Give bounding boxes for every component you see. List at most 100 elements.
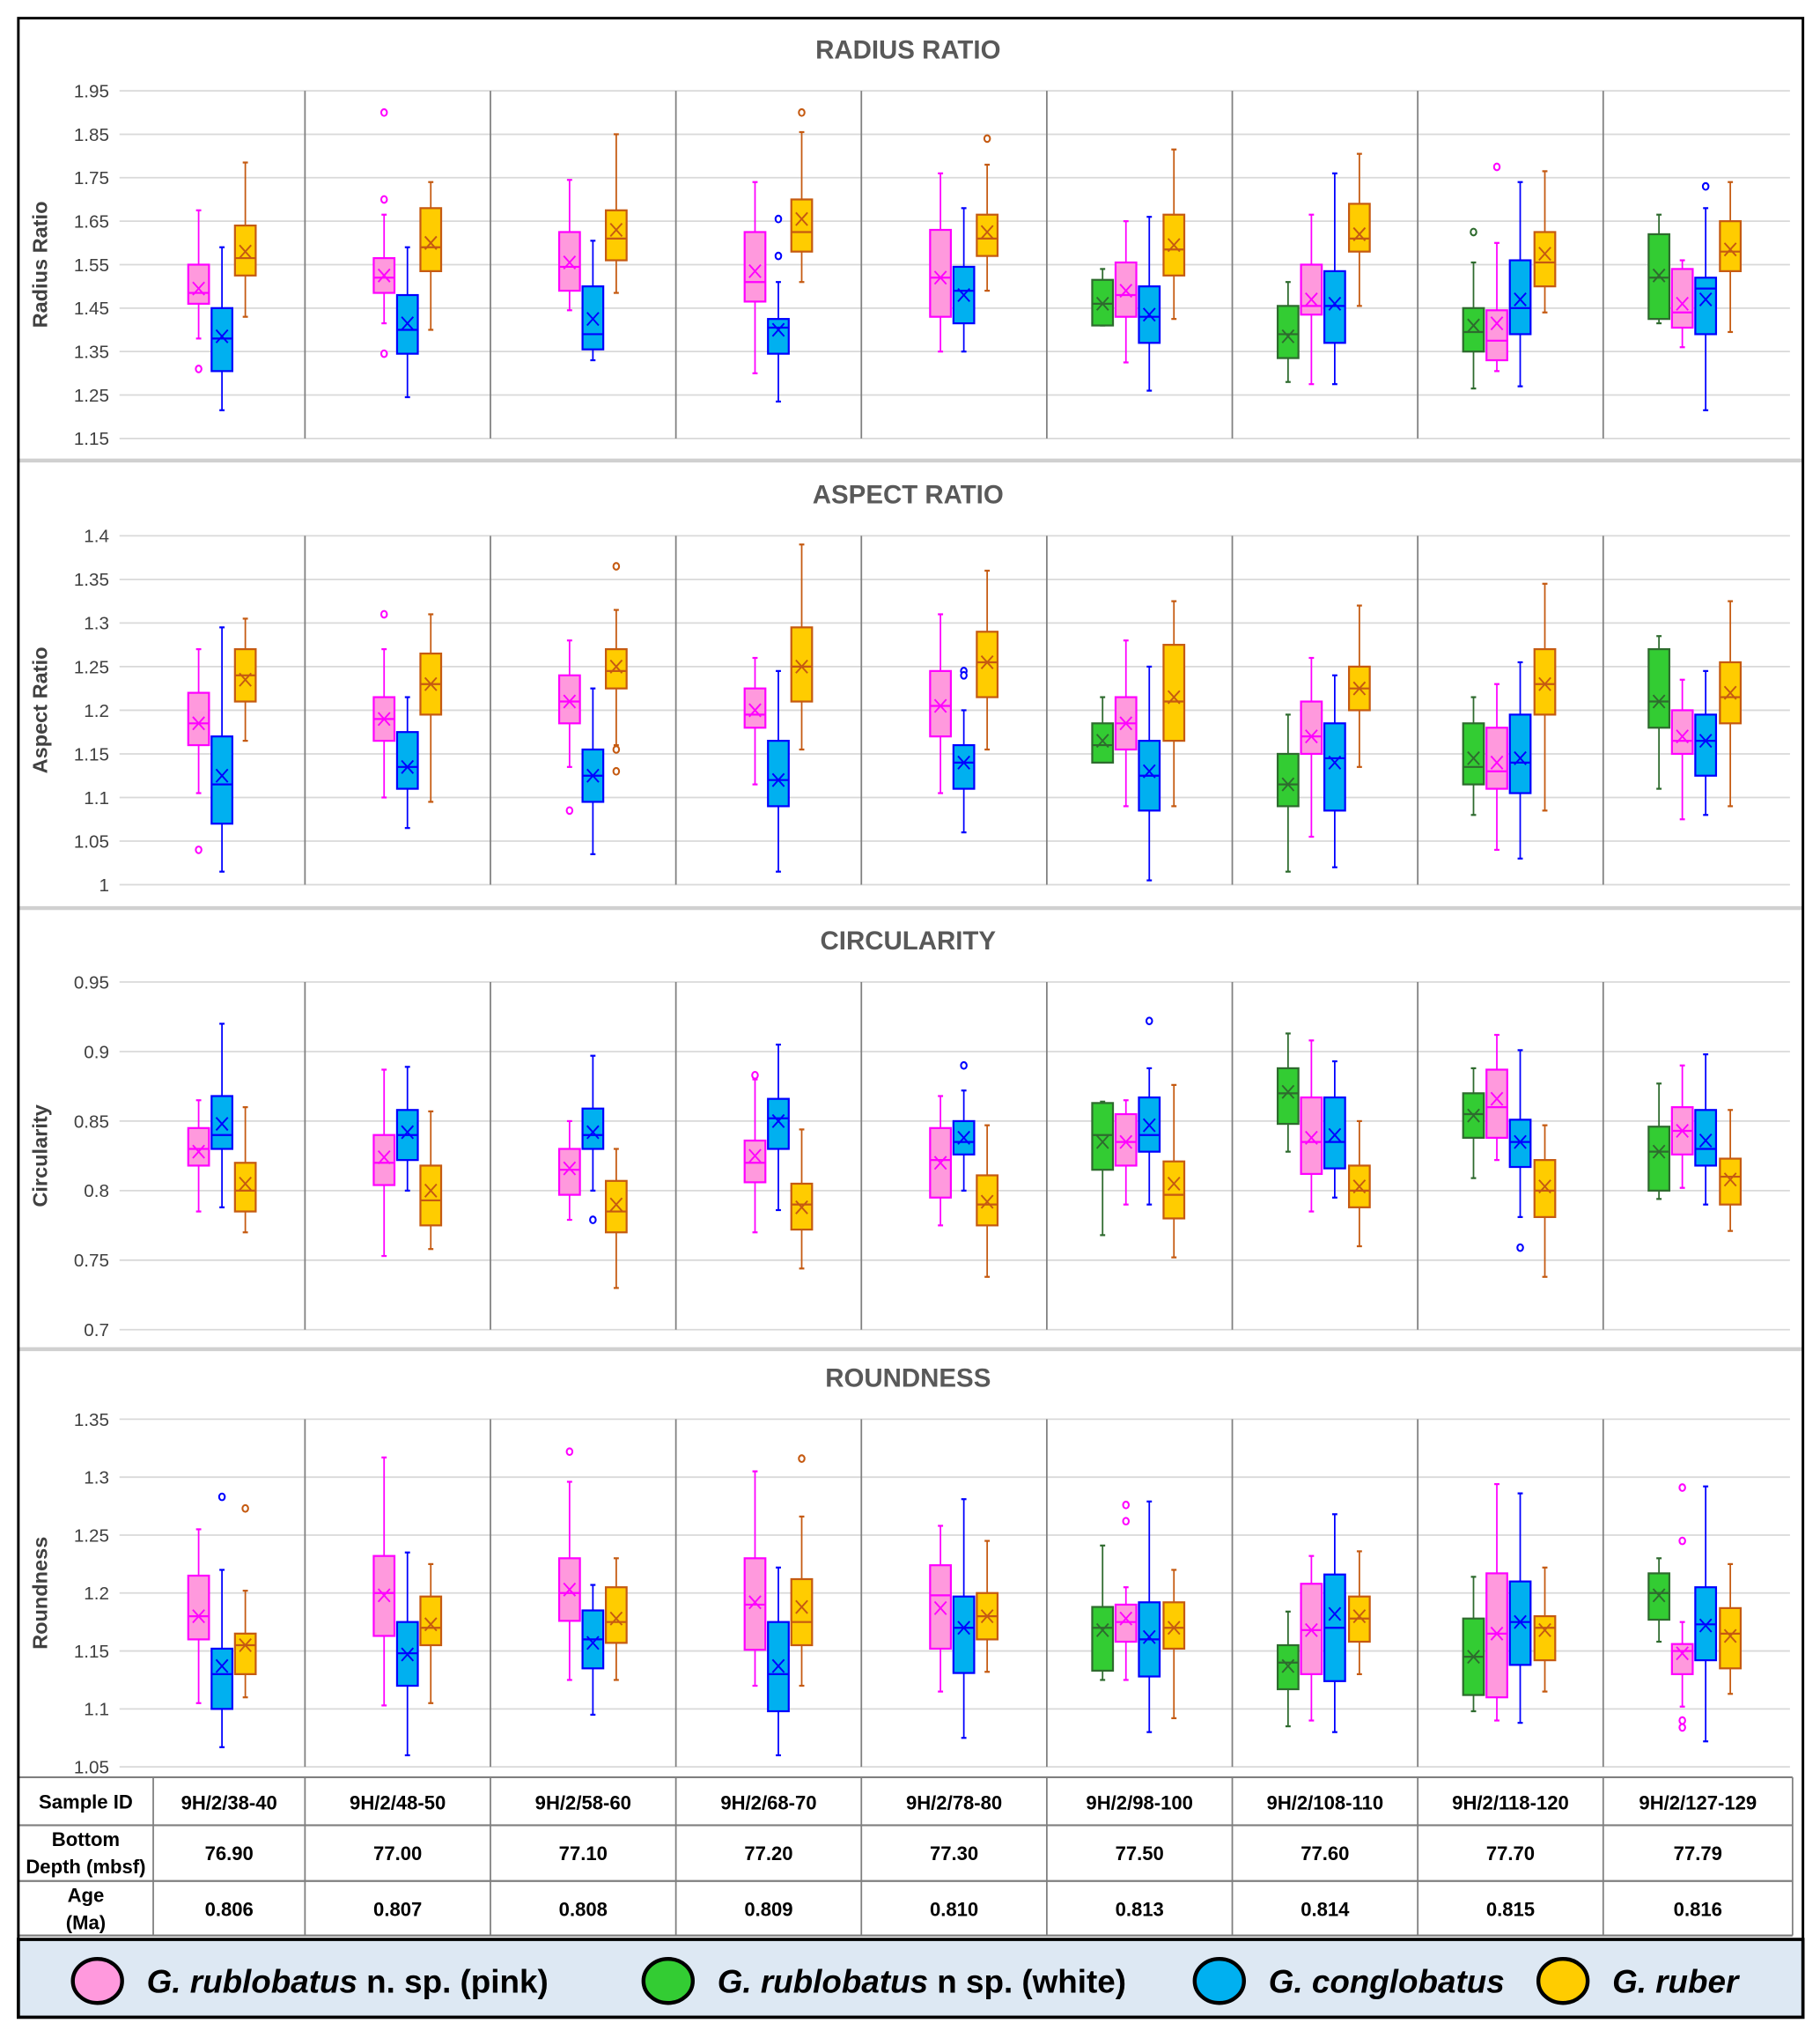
box-conglobatus	[1138, 665, 1161, 882]
outlier-point	[565, 806, 574, 816]
iqr-box	[1276, 752, 1300, 808]
box-ruber	[604, 562, 628, 776]
iqr-box	[1508, 713, 1532, 794]
sample-group-3	[557, 133, 628, 362]
box-pink	[1670, 259, 1694, 349]
iqr-box	[1300, 700, 1323, 756]
box-pink	[743, 181, 767, 374]
iqr-box	[1162, 1601, 1186, 1650]
iqr-box	[210, 1095, 233, 1150]
box-pink	[1485, 162, 1508, 373]
mean-marker	[1723, 685, 1737, 700]
iqr-box	[1533, 1614, 1557, 1662]
outlier-point	[1122, 1517, 1131, 1526]
box-pink	[1114, 1099, 1138, 1206]
box-white	[1276, 1032, 1300, 1153]
box-ruber	[790, 543, 814, 751]
mean-marker	[1676, 1646, 1689, 1661]
outlier-point	[774, 251, 783, 261]
mean-marker	[1095, 1134, 1109, 1149]
legend-item-white: G. rublobatus n sp. (white)	[641, 1956, 1126, 2005]
mean-marker	[933, 698, 947, 713]
y-tick-label: 0.7	[84, 1320, 109, 1340]
age-cell: 0.807	[373, 1899, 422, 1921]
mean-marker	[1352, 1179, 1367, 1194]
legend-swatch-icon	[641, 1956, 695, 2005]
box-conglobatus	[1323, 172, 1346, 386]
row-label-depth: Bottom	[52, 1828, 120, 1850]
outlier-point	[774, 214, 783, 224]
y-tick-label: 0.9	[84, 1042, 109, 1062]
age-cell: 0.806	[205, 1899, 254, 1921]
iqr-box	[1462, 306, 1485, 353]
mean-marker	[1352, 1609, 1367, 1624]
box-conglobatus	[581, 240, 605, 362]
mean-marker	[1490, 1626, 1504, 1641]
box-conglobatus	[1694, 669, 1718, 816]
box-conglobatus	[952, 1060, 976, 1192]
box-conglobatus	[1694, 1053, 1718, 1206]
outlier-point	[1122, 1500, 1131, 1510]
box-pink	[557, 639, 581, 816]
mean-marker	[1281, 777, 1295, 792]
iqr-box	[1276, 1067, 1300, 1126]
box-conglobatus	[1508, 181, 1532, 388]
sample-group-6	[1091, 1500, 1186, 1733]
mean-marker	[1467, 1650, 1480, 1665]
mean-marker	[933, 270, 947, 285]
legend-swatch-icon	[70, 1956, 124, 2005]
mean-marker	[1514, 292, 1527, 306]
mean-marker	[980, 1194, 994, 1209]
mean-marker	[795, 211, 808, 226]
y-axis-label: Circularity	[28, 1104, 51, 1207]
iqr-box	[187, 1574, 210, 1641]
box-conglobatus	[395, 1551, 419, 1757]
iqr-box	[1719, 220, 1743, 272]
y-tick-label: 1.25	[74, 657, 109, 677]
box-pink	[1114, 1500, 1138, 1681]
mean-marker	[401, 1647, 415, 1662]
y-tick-label: 1.15	[74, 1642, 109, 1662]
box-ruber	[419, 1110, 443, 1251]
mean-marker	[980, 1609, 994, 1624]
mean-marker	[377, 268, 391, 283]
iqr-box	[976, 631, 999, 698]
mean-marker	[1328, 1606, 1342, 1621]
mean-marker	[215, 768, 229, 783]
box-ruber	[1347, 152, 1371, 307]
iqr-box	[790, 1577, 814, 1647]
outlier-point	[1678, 1483, 1686, 1492]
sample-group-9	[1647, 600, 1743, 821]
sample-id-cell: 9H/2/118-120	[1452, 1792, 1569, 1814]
mean-marker	[239, 1176, 252, 1191]
box-white	[1647, 635, 1671, 790]
species-name: G. ruber	[1612, 1963, 1740, 1999]
sample-group-1	[187, 617, 257, 873]
box-conglobatus	[210, 1492, 233, 1748]
box-conglobatus	[581, 1584, 605, 1717]
box-pink	[1300, 656, 1323, 838]
depth-cell: 77.79	[1674, 1842, 1722, 1864]
mean-marker	[1281, 1084, 1295, 1099]
box-pink	[1485, 683, 1508, 852]
sample-group-1	[187, 1492, 257, 1748]
mean-marker	[933, 1156, 947, 1170]
sample-group-5	[929, 1498, 999, 1739]
mean-marker	[192, 1609, 205, 1624]
sample-group-4	[743, 1043, 814, 1270]
box-ruber	[1162, 148, 1186, 321]
mean-marker	[980, 225, 994, 240]
sample-group-6	[1091, 600, 1186, 882]
box-ruber	[1719, 600, 1743, 808]
sample-table: Sample ID Bottom Depth (mbsf) Age (Ma) 9H/2/3…	[17, 1776, 1794, 1937]
box-white	[1091, 1100, 1115, 1237]
outlier-point	[751, 1070, 759, 1080]
box-conglobatus	[395, 246, 419, 399]
iqr-box	[1508, 259, 1532, 336]
box-conglobatus	[1138, 216, 1161, 392]
mean-marker	[424, 1617, 438, 1632]
iqr-box	[372, 1133, 396, 1186]
legend: G. rublobatus n. sp. (pink) G. rublobatus…	[17, 1938, 1805, 2020]
box-conglobatus	[210, 626, 233, 873]
age-cell: 0.816	[1674, 1899, 1722, 1921]
